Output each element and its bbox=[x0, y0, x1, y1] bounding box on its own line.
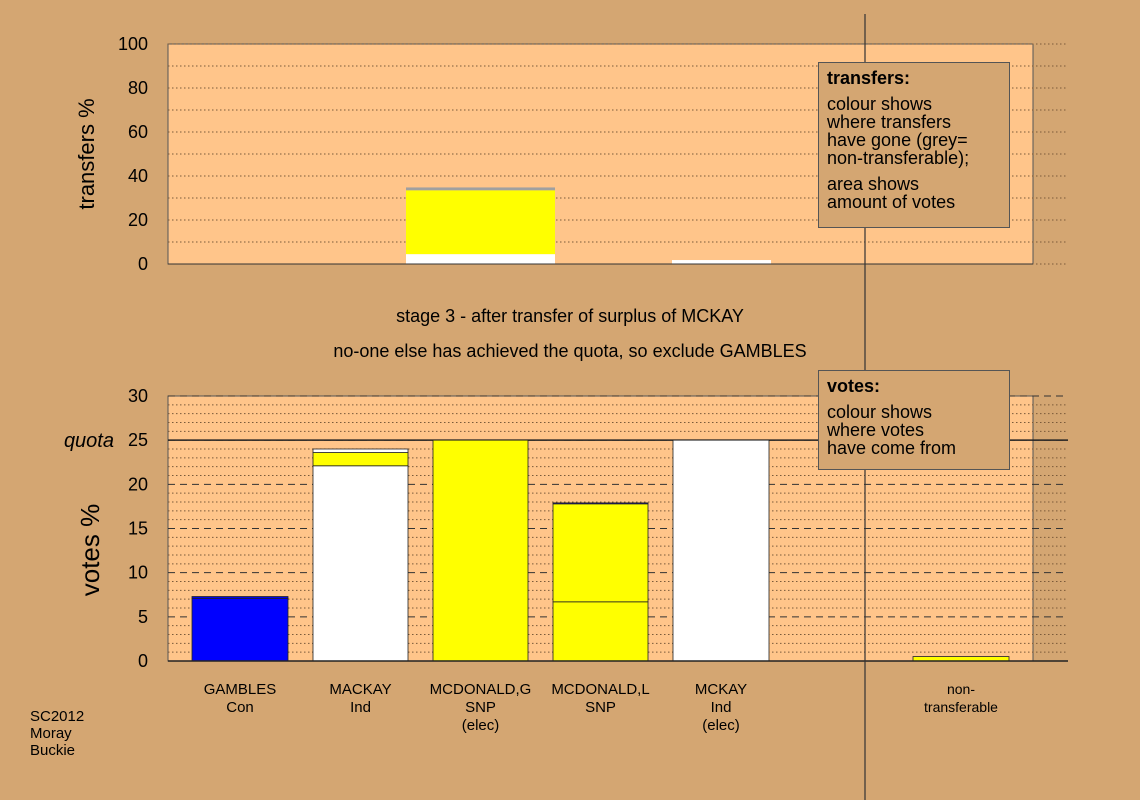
category-label: MCKAY bbox=[695, 681, 747, 698]
transfers-bar-segment bbox=[406, 187, 555, 191]
votes-bar-segment bbox=[191, 596, 289, 599]
votes-y-tick: 20 bbox=[128, 474, 148, 494]
transfers-legend-line: area shows bbox=[827, 174, 920, 194]
transfers-y-tick: 100 bbox=[118, 34, 148, 54]
votes-y-axis-label: votes % bbox=[75, 504, 105, 597]
votes-legend: votes: colour shows where votes have com… bbox=[818, 370, 1010, 470]
transfers-legend-line: colour shows bbox=[827, 94, 933, 114]
category-label: Con bbox=[226, 699, 254, 716]
footer-line: SC2012 bbox=[30, 708, 85, 725]
votes-bar-segment bbox=[432, 439, 529, 662]
votes-bar-segment bbox=[191, 597, 289, 662]
votes-legend-line: have come from bbox=[827, 438, 957, 458]
votes-bar-segment bbox=[312, 452, 409, 467]
category-label: Ind bbox=[711, 699, 732, 716]
votes-bar-segment bbox=[552, 601, 649, 662]
footer-line: Moray bbox=[30, 725, 72, 742]
transfers-bar-segment bbox=[406, 254, 555, 264]
transfers-bar-segment bbox=[672, 260, 771, 264]
votes-y-tick: 0 bbox=[138, 651, 148, 671]
transfers-legend: transfers: colour shows where transfers … bbox=[818, 62, 1010, 228]
votes-y-tick: 25 bbox=[128, 430, 148, 450]
votes-y-tick: 5 bbox=[138, 607, 148, 627]
votes-bar-segment bbox=[312, 465, 409, 662]
transfers-y-axis-label: transfers % bbox=[74, 98, 99, 209]
exclusion-caption: no-one else has achieved the quota, so e… bbox=[333, 341, 807, 361]
transfers-bar-segment bbox=[406, 190, 555, 255]
transfers-y-tick: 40 bbox=[128, 166, 148, 186]
category-label: MCDONALD,L bbox=[551, 681, 649, 698]
category-label: GAMBLES bbox=[204, 681, 277, 698]
category-label: transferable bbox=[924, 699, 998, 715]
category-label: non- bbox=[947, 681, 975, 697]
votes-legend-title: votes: bbox=[827, 376, 881, 396]
transfers-legend-line: where transfers bbox=[827, 112, 952, 132]
votes-y-tick: 30 bbox=[128, 386, 148, 406]
category-label: SNP bbox=[465, 699, 496, 716]
category-label: Ind bbox=[350, 699, 371, 716]
transfers-legend-line: non-transferable); bbox=[827, 148, 970, 168]
votes-y-tick: 10 bbox=[128, 563, 148, 583]
votes-legend-line: where votes bbox=[827, 420, 925, 440]
transfers-legend-line: have gone (grey= bbox=[827, 130, 968, 150]
votes-bar-segment bbox=[552, 502, 649, 505]
votes-y-tick: 15 bbox=[128, 519, 148, 539]
footer-note: SC2012 Moray Buckie bbox=[30, 708, 84, 759]
category-label: (elec) bbox=[462, 717, 500, 734]
category-label: MACKAY bbox=[329, 681, 391, 698]
votes-bar-segment bbox=[672, 439, 770, 662]
footer-line: Buckie bbox=[30, 742, 76, 759]
votes-bar-segment bbox=[312, 448, 409, 453]
transfers-y-tick: 20 bbox=[128, 210, 148, 230]
quota-label: quota bbox=[64, 430, 114, 452]
category-label: SNP bbox=[585, 699, 616, 716]
transfers-y-tick: 0 bbox=[138, 254, 148, 274]
transfers-legend-line: amount of votes bbox=[827, 192, 956, 212]
votes-bar-segment bbox=[552, 503, 649, 603]
category-label: MCDONALD,G bbox=[430, 681, 532, 698]
transfers-y-tick: 80 bbox=[128, 78, 148, 98]
stage-caption: stage 3 - after transfer of surplus of M… bbox=[396, 306, 744, 326]
votes-legend-line: colour shows bbox=[827, 402, 933, 422]
transfers-y-tick: 60 bbox=[128, 122, 148, 142]
transfers-legend-title: transfers: bbox=[827, 68, 911, 88]
category-label: (elec) bbox=[702, 717, 740, 734]
